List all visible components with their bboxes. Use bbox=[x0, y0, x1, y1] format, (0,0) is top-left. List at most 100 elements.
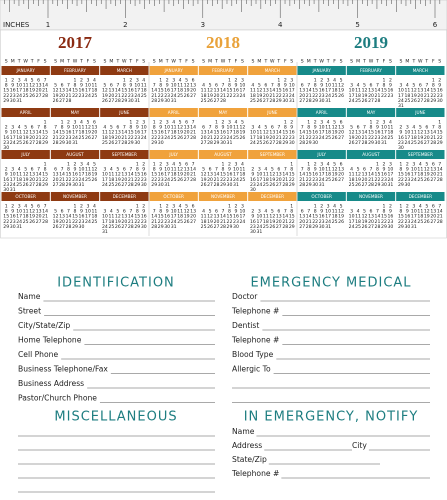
day: 11 bbox=[102, 130, 108, 136]
day: 6 bbox=[123, 209, 126, 215]
day: 6 bbox=[192, 78, 195, 84]
day: 25 bbox=[85, 177, 91, 183]
day: 9 bbox=[251, 172, 254, 178]
weekday: M bbox=[60, 59, 64, 65]
day: 10 bbox=[85, 83, 91, 89]
day: 28 bbox=[151, 98, 157, 104]
day: 8 bbox=[5, 209, 8, 215]
day: 27 bbox=[184, 177, 190, 183]
day: 10 bbox=[325, 209, 331, 215]
month-bar bbox=[346, 66, 396, 75]
day: 22 bbox=[134, 177, 140, 183]
day: 12 bbox=[424, 167, 430, 173]
day: 2 bbox=[5, 125, 8, 131]
day: 2 bbox=[222, 120, 225, 126]
weekday: T bbox=[165, 59, 169, 65]
field-label: Pastor/Church Phone bbox=[18, 394, 97, 403]
field-label: Telephone # bbox=[231, 307, 279, 316]
day: 22 bbox=[214, 135, 220, 141]
day: 23 bbox=[233, 219, 239, 225]
day: 21 bbox=[220, 93, 226, 99]
weekday: W bbox=[270, 59, 275, 65]
day: 28 bbox=[362, 140, 368, 146]
day: 22 bbox=[220, 177, 226, 183]
day: 17 bbox=[141, 130, 147, 136]
day: 19 bbox=[269, 219, 275, 225]
day: 1 bbox=[307, 162, 310, 168]
section-title: MISCELLANEOUS bbox=[54, 410, 177, 425]
weekday: S bbox=[202, 59, 205, 65]
day: 30 bbox=[312, 140, 318, 146]
day: 14 bbox=[299, 130, 305, 136]
day: 29 bbox=[121, 98, 127, 104]
day: 4 bbox=[86, 162, 89, 168]
day: 16 bbox=[128, 88, 134, 94]
day: 4 bbox=[93, 204, 96, 210]
day: 27 bbox=[355, 140, 361, 146]
day: 1 bbox=[307, 120, 310, 126]
day: 28 bbox=[36, 140, 42, 146]
weekday: T bbox=[66, 59, 70, 65]
day: 22 bbox=[312, 219, 318, 225]
day: 16 bbox=[319, 88, 325, 94]
day: 15 bbox=[59, 130, 65, 136]
day: 12 bbox=[184, 83, 190, 89]
day: 21 bbox=[128, 219, 134, 225]
day: 16 bbox=[282, 88, 288, 94]
day: 9 bbox=[159, 167, 162, 173]
day: 6 bbox=[192, 204, 195, 210]
day: 23 bbox=[10, 93, 16, 99]
day: 19 bbox=[239, 130, 245, 136]
day: 24 bbox=[256, 182, 262, 188]
day: 3 bbox=[74, 120, 77, 126]
day: 12 bbox=[201, 172, 207, 178]
day: 7 bbox=[153, 83, 156, 89]
day: 29 bbox=[368, 140, 374, 146]
day: 27 bbox=[29, 140, 35, 146]
day: 20 bbox=[184, 172, 190, 178]
day: 4 bbox=[258, 125, 261, 131]
day: 11 bbox=[332, 83, 338, 89]
day: 2 bbox=[234, 204, 237, 210]
day: 1 bbox=[74, 204, 77, 210]
day: 11 bbox=[250, 88, 256, 94]
day: 22 bbox=[368, 135, 374, 141]
day: 18 bbox=[23, 214, 29, 220]
day: 15 bbox=[306, 130, 312, 136]
day: 23 bbox=[398, 140, 404, 146]
day: 3 bbox=[172, 78, 175, 84]
day: 7 bbox=[215, 167, 218, 173]
month-bar bbox=[248, 66, 297, 75]
day: 13 bbox=[121, 214, 127, 220]
day: 2 bbox=[320, 204, 323, 210]
day: 2 bbox=[406, 162, 409, 168]
weekday: S bbox=[241, 59, 244, 65]
ruler bbox=[0, 0, 447, 31]
day: 20 bbox=[36, 88, 42, 94]
day: 17 bbox=[411, 172, 417, 178]
day: 2 bbox=[251, 209, 254, 215]
day: 1 bbox=[290, 162, 293, 168]
day: 10 bbox=[256, 214, 262, 220]
day: 26 bbox=[256, 98, 262, 104]
day: 5 bbox=[419, 125, 422, 131]
day: 17 bbox=[319, 130, 325, 136]
day: 23 bbox=[387, 219, 393, 225]
day: 19 bbox=[184, 214, 190, 220]
day: 10 bbox=[319, 125, 325, 131]
month-name: DECEMBER bbox=[409, 194, 433, 199]
day: 23 bbox=[134, 135, 140, 141]
day: 11 bbox=[263, 214, 269, 220]
day: 2 bbox=[251, 167, 254, 173]
day: 27 bbox=[368, 224, 374, 230]
day: 29 bbox=[59, 140, 65, 146]
day: 11 bbox=[417, 167, 423, 173]
day: 19 bbox=[338, 214, 344, 220]
day: 2 bbox=[166, 78, 169, 84]
day: 25 bbox=[79, 135, 85, 141]
day: 17 bbox=[16, 88, 22, 94]
day: 7 bbox=[44, 78, 47, 84]
day: 30 bbox=[387, 224, 393, 230]
month-name: OCTOBER bbox=[15, 194, 36, 199]
day: 11 bbox=[332, 209, 338, 215]
